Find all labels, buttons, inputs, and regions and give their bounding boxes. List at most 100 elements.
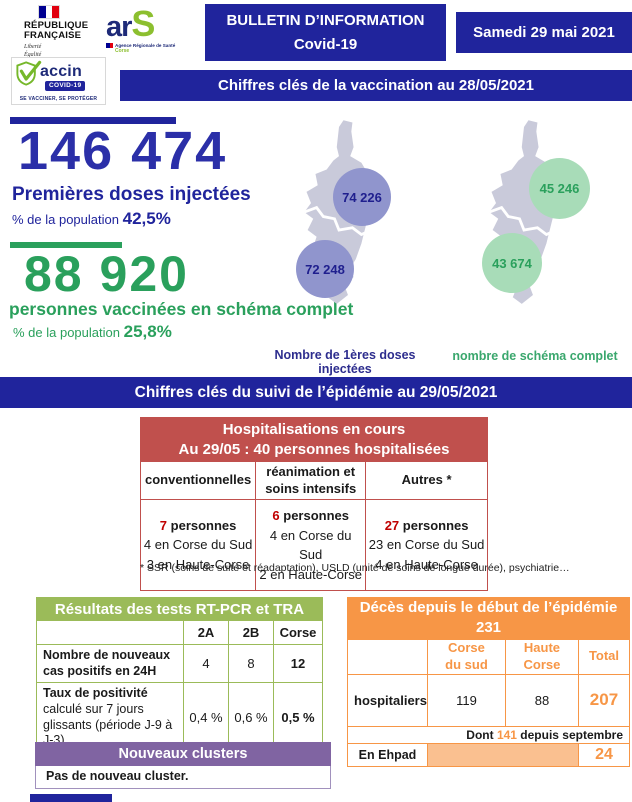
tests-row2-label: Taux de positivité calculé sur 7 jours g…	[36, 682, 184, 753]
french-flag-icon	[38, 5, 60, 19]
hosp-count: 27	[384, 517, 400, 533]
hosp-col-autres: Autres *	[365, 461, 488, 500]
bubble-value: 45 246	[539, 181, 580, 196]
vaccination-banner-text: Chiffres clés de la vaccination au 28/05…	[218, 77, 534, 94]
deaths-col1-line1: Corse	[448, 640, 485, 656]
hosp-unit: personnes	[399, 517, 469, 533]
clusters-box: Nouveaux clusters Pas de nouveau cluster…	[35, 742, 331, 789]
hosp-cell-conventionnelles: 7 personnes 4 en Corse du Sud 3 en Haute…	[139, 499, 257, 591]
complete-pop-value: 25,8%	[123, 322, 172, 341]
rf-motto-egalite: Égalité	[24, 51, 42, 58]
ars-logo-ar: ar	[106, 11, 132, 43]
ars-mini-flag-icon	[106, 43, 113, 49]
tests-row1-corse: 12	[273, 643, 323, 684]
hosp-count: 7	[159, 517, 168, 533]
ars-region: Corse	[115, 48, 130, 55]
hospitalisations-title-line1: Hospitalisations en cours	[222, 421, 406, 438]
ehpad-label: En Ehpad	[347, 742, 428, 767]
hosp-col-conventionnelles: conventionnelles	[139, 461, 257, 500]
rf-name-line2: FRANÇAISE	[24, 30, 82, 42]
deaths-title: Décès depuis le début de l’épidémie 231	[347, 597, 630, 640]
vaccine-covid19-badge: accin COVID-19 SE VACCINER, SE PROTÉGER	[11, 57, 106, 105]
deaths-title-text: Décès depuis le début de l’épidémie	[359, 599, 618, 616]
tests-row2-2b: 0,6 %	[228, 682, 274, 753]
bubble-first-doses-haute-corse: 74 226	[333, 168, 391, 226]
deaths-table: Décès depuis le début de l’épidémie 231 …	[347, 597, 631, 767]
hosp-north: 3 en Haute-Corse	[146, 556, 250, 572]
hosp-north: 4 en Haute-Corse	[375, 556, 478, 572]
first-doses-population: % de la population 42,5%	[12, 209, 171, 229]
deaths-col1-line2: du sud	[445, 656, 488, 672]
bubble-complete-corse-du-sud: 43 674	[482, 233, 542, 293]
hosp-north: 2 en Haute-Corse	[259, 566, 363, 582]
bubble-value: 74 226	[342, 189, 382, 205]
hosp-count: 6	[272, 508, 280, 523]
deaths-total-value: 207	[577, 673, 631, 727]
ehpad-value: 24	[577, 742, 631, 767]
tests-col-2b: 2B	[228, 620, 274, 645]
bubble-complete-haute-corse: 45 246	[529, 158, 590, 219]
first-doses-pop-label: % de la population	[12, 212, 119, 227]
tests-row1-2a: 4	[183, 643, 229, 684]
blue-rule	[10, 117, 176, 124]
tests-row1-2b: 8	[228, 643, 274, 684]
deaths-col2-line1: Haute	[523, 640, 561, 656]
vaccine-tagline: SE VACCINER, SE PROTÉGER	[19, 96, 98, 102]
bubble-value: 43 674	[492, 255, 532, 271]
deaths-corner-cell	[347, 638, 428, 675]
complete-scheme-value: 88 920	[24, 246, 189, 302]
tests-col-corse: Corse	[273, 620, 323, 645]
rf-name-line1: RÉPUBLIQUE	[24, 20, 89, 31]
deaths-col-corse-du-sud: Corse du sud	[426, 638, 506, 675]
map-first-doses-caption: Nombre de 1ères doses injectées	[274, 348, 416, 376]
shield-check-icon	[15, 60, 42, 92]
hospitalisations-title: Hospitalisations en cours Au 29/05 : 40 …	[140, 417, 488, 462]
hospitalisations-title-line2: Au 29/05 : 40 personnes hospitalisées	[178, 440, 450, 458]
deaths-note-prefix: Dont	[466, 727, 497, 742]
bulletin-title-line2: Covid-19	[293, 35, 358, 53]
hosp-unit: personnes	[167, 517, 237, 533]
deaths-col2-line2: Corse	[523, 656, 561, 672]
epidemic-banner-text: Chiffres clés du suivi de l’épidémie au …	[134, 383, 498, 401]
tests-table: Résultats des tests RT-PCR et TRA 2A 2B …	[36, 597, 323, 753]
deaths-note-number: 141	[496, 727, 517, 742]
first-doses-pop-value: 42,5%	[122, 209, 171, 228]
map-complete-caption: nombre de schéma complet	[452, 349, 618, 363]
tests-corner-cell	[36, 620, 184, 645]
hosp-south: 4 en Corse du Sud	[269, 527, 352, 563]
tests-row2-2a: 0,4 %	[183, 682, 229, 753]
tests-title: Résultats des tests RT-PCR et TRA	[36, 597, 323, 621]
bulletin-title-line1: BULLETIN D’INFORMATION	[226, 12, 425, 30]
rf-motto-liberte: Liberté	[24, 43, 42, 50]
complete-scheme-label: personnes vaccinées en schéma complet	[9, 299, 354, 319]
vaccin-wordmark: accin	[40, 63, 82, 80]
corsica-map-first-doses	[283, 116, 395, 344]
complete-scheme-population: % de la population 25,8%	[13, 322, 172, 342]
bubble-value: 72 248	[305, 261, 345, 277]
deaths-row-label: hospitaliers	[347, 673, 428, 727]
clusters-title: Nouveaux clusters	[35, 742, 331, 766]
date-badge: Samedi 29 mai 2021	[456, 12, 632, 53]
tests-row2-label-bold: Taux de positivité	[43, 686, 148, 701]
tests-row2-corse: 0,5 %	[273, 682, 323, 753]
tests-row1-label: Nombre de nouveaux cas positifs en 24H	[36, 643, 184, 684]
ars-logo: arS Agence Régionale de Santé Corse	[106, 6, 184, 54]
deaths-note-suffix: depuis septembre	[516, 727, 623, 742]
hosp-south: 23 en Corse du Sud	[368, 537, 485, 553]
deaths-col-haute-corse: Haute Corse	[504, 638, 579, 675]
hosp-unit: personnes	[279, 508, 349, 523]
date-text: Samedi 29 mai 2021	[473, 24, 615, 41]
hosp-col-reanimation: réanimation et soins intensifs	[255, 461, 367, 500]
deaths-total-count: 231	[475, 619, 502, 637]
ars-logo-s: S	[131, 3, 156, 44]
vaccination-banner: Chiffres clés de la vaccination au 28/05…	[120, 70, 632, 101]
hosp-south: 4 en Corse du Sud	[143, 537, 253, 553]
bottom-navy-bar	[30, 794, 112, 802]
bulletin-title-box: BULLETIN D’INFORMATION Covid-19	[205, 4, 446, 61]
deaths-col-total: Total	[577, 638, 631, 675]
hosp-cell-reanimation: 6 personnes 4 en Corse du Sud 2 en Haute…	[255, 499, 367, 591]
deaths-haute-corse-value: 88	[504, 673, 579, 727]
ars-caption: Agence Régionale de Santé	[115, 43, 176, 48]
hosp-cell-autres: 27 personnes 23 en Corse du Sud 4 en Hau…	[365, 499, 488, 591]
